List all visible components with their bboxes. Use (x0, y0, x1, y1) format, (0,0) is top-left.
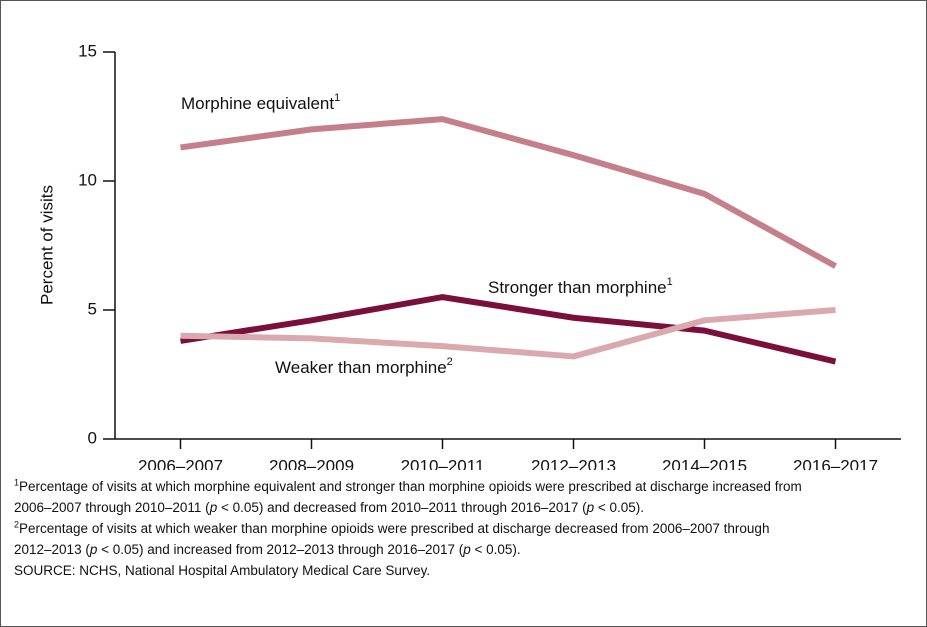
series-label: Morphine equivalent1 (181, 92, 340, 114)
chart: Percent of visits 0 5 10 15 2006–2007 2008–20… (37, 41, 901, 470)
series-name: Morphine equivalent (181, 94, 334, 113)
footnote-text: p (463, 542, 471, 557)
footnote-text: p (586, 500, 595, 515)
x-tick-label: 2016–2017 (793, 456, 878, 470)
x-tick-label: 2014–2015 (662, 456, 747, 470)
footnote-text: < 0.05). (470, 542, 521, 557)
footnote-text: Percentage of visits at which weaker tha… (14, 521, 770, 557)
series-label: Weaker than morphine2 (275, 356, 453, 378)
footnote-text: p (209, 500, 218, 515)
y-tick-label: 10 (78, 170, 97, 189)
footnote-text: < 0.05) and decreased from 2010–2011 thr… (217, 500, 587, 515)
y-tick-label: 5 (88, 299, 97, 318)
series-line (180, 307, 836, 360)
x-tick-label: 2010–2011 (401, 456, 485, 470)
series-label: Stronger than morphine1 (488, 276, 673, 298)
footnote-text: Percentage of visits at which morphine e… (14, 479, 802, 515)
y-tick-label: 15 (78, 41, 97, 60)
series-line (180, 294, 837, 365)
series-line (180, 116, 837, 269)
x-tick-label: 2012–2013 (531, 456, 616, 470)
x-tick-label: 2006–2007 (138, 456, 223, 470)
x-tick-label: 2008–2009 (269, 456, 354, 470)
series-name: Weaker than morphine (275, 358, 447, 377)
series-footnote-ref: 1 (667, 276, 673, 288)
footnote-text: < 0.05). (594, 500, 645, 515)
footnote-marker: 1 (14, 477, 20, 488)
footnotes: 1Percentage of visits at which morphine … (14, 476, 804, 581)
series-footnote-ref: 1 (334, 92, 340, 104)
source-note: SOURCE: NCHS, National Hospital Ambulato… (14, 563, 431, 578)
series-footnote-ref: 2 (447, 356, 453, 368)
y-tick-label: 0 (88, 428, 97, 447)
footnote-text: p (89, 542, 98, 557)
series-name: Stronger than morphine (488, 278, 667, 297)
footnote: 2Percentage of visits at which weaker th… (14, 518, 804, 560)
footnote: 1Percentage of visits at which morphine … (14, 476, 804, 518)
footnote-marker: 2 (14, 519, 20, 530)
footnote-text: < 0.05) and increased from 2012–2013 thr… (97, 542, 464, 557)
y-axis-label: Percent of visits (37, 185, 56, 305)
